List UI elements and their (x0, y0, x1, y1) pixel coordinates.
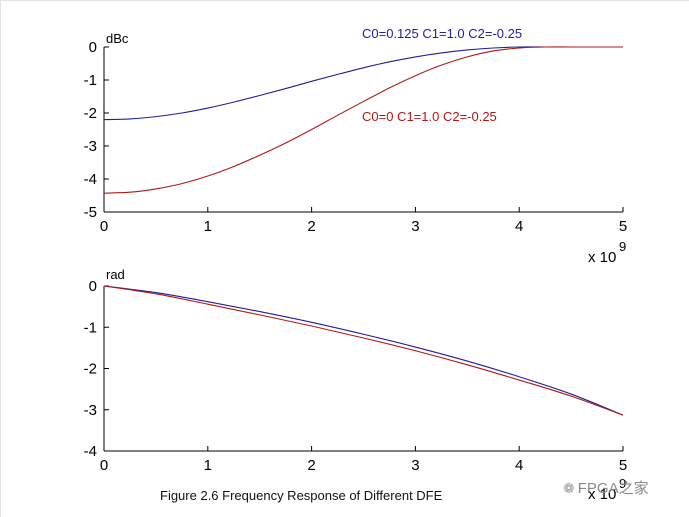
chart1-series-line-2 (103, 46, 623, 194)
chart1-x-exponent-label: x 10 (588, 249, 616, 266)
chart2-x-tick-label: 5 (619, 457, 627, 474)
chart1-y-tick-label: -5 (84, 204, 97, 221)
chart1-x-exponent-power: 9 (619, 239, 626, 254)
chart1-x-tick-label: 3 (411, 218, 419, 235)
chart1-y-tick-label: -4 (84, 171, 97, 188)
chart2-x-tick-label: 2 (307, 457, 315, 474)
screenshot-left-border (0, 0, 1, 517)
screenshot-top-border (0, 0, 689, 1)
watermark-text: FPGA之家 (577, 480, 649, 497)
wechat-icon: ❁ (563, 480, 575, 496)
chart1-y-tick-label: -1 (84, 72, 97, 89)
chart1-x-tick-label: 1 (204, 218, 212, 235)
watermark: ❁ FPGA之家 (563, 477, 649, 498)
chart2-y-tick-label: -1 (84, 319, 97, 336)
chart2-x-exponent-power: 9 (619, 476, 626, 491)
chart2-y-tick-label: -2 (84, 361, 97, 378)
chart1-y-unit-label: dBc (106, 31, 129, 46)
chart2-x-tick-label: 4 (515, 457, 523, 474)
chart1-y-tick-label: 0 (89, 39, 97, 56)
chart2-y-tick-label: -4 (84, 443, 97, 460)
chart2-series-line-2 (103, 285, 624, 416)
chart2-y-unit-label: rad (106, 267, 125, 282)
chart2-x-tick-label: 3 (411, 457, 419, 474)
chart1-y-tick-label: -3 (84, 138, 97, 155)
chart2-x-tick-label: 1 (204, 457, 212, 474)
chart2-x-tick-label: 0 (100, 457, 108, 474)
chart1-series-annotation-2: C0=0 C1=1.0 C2=-0.25 (362, 109, 497, 124)
chart2-y-tick-label: 0 (89, 278, 97, 295)
figure-caption: Figure 2.6 Frequency Response of Differe… (160, 488, 443, 503)
chart1-x-tick-label: 5 (619, 218, 627, 235)
chart2-series-line-1 (103, 285, 624, 416)
chart1-series-annotation-1: C0=0.125 C1=1.0 C2=-0.25 (362, 26, 522, 41)
chart1-y-tick-label: -2 (84, 105, 97, 122)
chart2-x-exponent-label: x 10 (588, 486, 616, 503)
chart2-y-tick-label: -3 (84, 402, 97, 419)
chart1-x-tick-label: 0 (100, 218, 108, 235)
chart1-x-tick-label: 4 (515, 218, 523, 235)
chart1-x-tick-label: 2 (307, 218, 315, 235)
